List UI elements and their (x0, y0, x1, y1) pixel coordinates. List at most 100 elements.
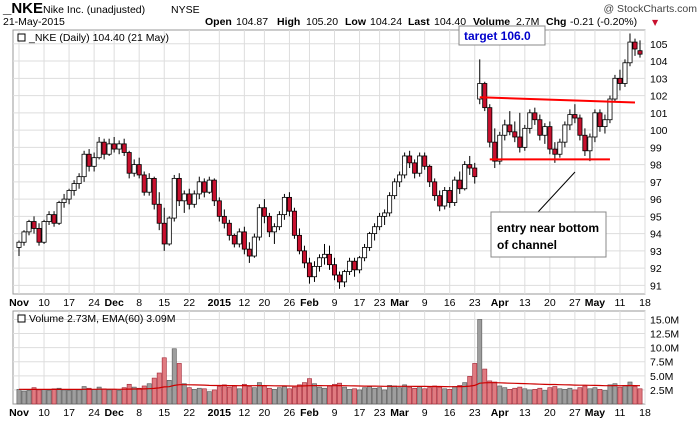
entry-label-line2: of channel (497, 238, 557, 252)
candle-body (572, 114, 578, 119)
volume-bar (347, 389, 352, 405)
volume-x-tick-label: Dec (105, 407, 124, 419)
candle-body (397, 174, 403, 183)
chg-label: Chg (546, 16, 566, 28)
candle-body (191, 193, 197, 205)
volume-bar (101, 388, 107, 405)
price-x-tick-label: 10 (38, 297, 50, 309)
candle-body (41, 221, 47, 243)
volume-bar (106, 389, 112, 405)
price-x-tick-label: 16 (444, 297, 456, 309)
candle-body (352, 260, 358, 271)
open-label: Open (205, 16, 232, 28)
candle-body (342, 271, 348, 283)
volume-bar (597, 389, 603, 405)
candle-body (16, 241, 22, 248)
volume-bar (116, 390, 122, 405)
volume-bar (136, 387, 142, 405)
target-label: target 106.0 (464, 29, 531, 43)
candle-body (362, 247, 368, 259)
candle-body (106, 143, 112, 155)
candle-body (296, 234, 302, 252)
volume-bar (171, 348, 177, 405)
chg-value: -0.21 (-0.20%) (570, 16, 637, 28)
volume-bar (367, 386, 372, 405)
price-y-axis: 91 92 93 94 95 96 97 98 99 100 101 102 103 104 105 (650, 39, 668, 293)
price-tick-label: 95 (650, 211, 662, 223)
entry-pointer-line (537, 171, 576, 213)
candle-body (577, 117, 583, 136)
volume-bar (221, 384, 227, 405)
volume-x-tick-label: 2015 (208, 407, 232, 419)
candle-body (637, 50, 643, 55)
volume-bar (422, 388, 428, 405)
volume-bar (502, 387, 508, 405)
volume-bar (196, 387, 202, 405)
candle-body (457, 179, 463, 190)
candle-body (231, 234, 237, 245)
volume-bar (482, 368, 488, 405)
candle-body (291, 210, 297, 236)
volume-bar (256, 382, 262, 405)
candle-body (337, 274, 343, 283)
candle-body (427, 165, 433, 183)
volume-bar (627, 381, 633, 405)
candle-body (216, 200, 222, 217)
price-tick-label: 99 (650, 142, 662, 154)
candle-body (91, 157, 97, 167)
price-tick-label: 98 (650, 160, 662, 172)
candle-body (266, 215, 272, 233)
candle-body (537, 119, 543, 136)
volume-bar (26, 390, 32, 405)
price-x-tick-label: 12 (239, 297, 251, 309)
volume-bar (342, 386, 347, 405)
candle-body (71, 183, 77, 191)
volume-bar (517, 386, 523, 405)
candle-body (402, 155, 408, 176)
volume-bar (602, 390, 608, 405)
volume-bar (472, 363, 478, 405)
candle-body (507, 124, 513, 133)
volume-x-tick-label: 16 (444, 407, 456, 419)
volume-bar (277, 387, 282, 405)
price-x-tick-label: 8 (136, 297, 142, 309)
volume-bar (412, 387, 418, 405)
volume-bar (292, 386, 297, 405)
volume-bar (372, 387, 377, 405)
volume-x-tick-label: 24 (88, 407, 100, 419)
volume-bar (582, 385, 588, 405)
volume-bar (392, 385, 398, 405)
entry-label-line1: entry near bottom (497, 221, 599, 235)
volume-bar (161, 357, 167, 405)
price-x-tick-label: 17 (354, 297, 366, 309)
price-tick-label: 91 (650, 280, 662, 292)
volume-bar (447, 389, 453, 405)
candle-body (632, 41, 638, 50)
volume-x-tick-label: May (585, 407, 606, 419)
price-x-tick-label: Mar (390, 297, 409, 309)
volume-bar (452, 386, 458, 405)
candle-body (166, 217, 172, 245)
volume-tick-label: 10.0M (650, 343, 679, 355)
volume-bar (427, 387, 433, 405)
volume-bar (617, 386, 623, 405)
volume-bar (537, 387, 543, 405)
volume-bar (36, 389, 42, 405)
volume-bar (282, 386, 287, 405)
volume-bar (111, 389, 117, 405)
candle-body (321, 253, 327, 259)
volume-bar (507, 389, 513, 405)
candle-body (477, 83, 483, 100)
price-tick-label: 103 (650, 73, 668, 85)
candle-body (382, 212, 388, 217)
candle-body (251, 236, 257, 257)
candle-body (377, 215, 383, 228)
volume-bar (357, 389, 362, 405)
volume-bar (397, 387, 403, 405)
volume-bar (61, 389, 67, 405)
candle-body (522, 127, 528, 148)
volume-bar (206, 391, 212, 405)
volume-bar (327, 385, 332, 405)
candle-body (86, 153, 92, 167)
